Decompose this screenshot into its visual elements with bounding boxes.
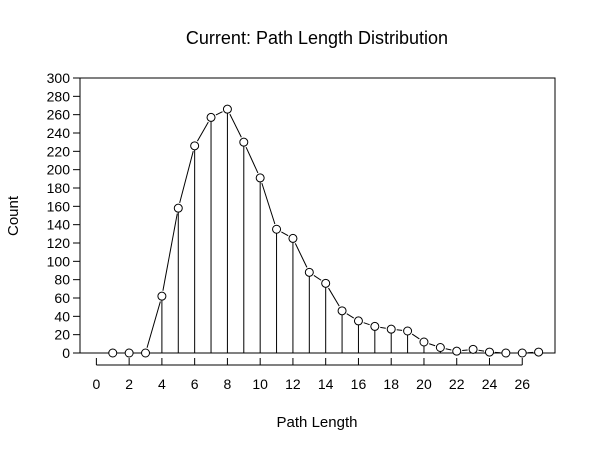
y-tick-label: 220: [47, 143, 71, 159]
connector-segment: [397, 330, 402, 331]
data-point: [240, 138, 248, 146]
data-point: [387, 325, 395, 333]
data-point: [223, 105, 231, 113]
connector-segment: [216, 112, 223, 115]
connector-segment: [180, 151, 194, 203]
chart-title: Current: Path Length Distribution: [186, 28, 448, 48]
connector-segment: [163, 214, 177, 291]
y-tick-label: 100: [47, 253, 71, 269]
data-point: [371, 322, 379, 330]
connector-segment: [246, 147, 258, 173]
y-tick-label: 180: [47, 180, 71, 196]
x-tick-label: 10: [252, 376, 268, 392]
x-tick-label: 0: [92, 376, 100, 392]
connector-segment: [281, 232, 288, 236]
data-point: [289, 234, 297, 242]
data-point: [502, 349, 510, 357]
data-point: [453, 347, 461, 355]
x-tick-label: 4: [158, 376, 166, 392]
x-tick-label: 2: [125, 376, 133, 392]
connector-segment: [230, 114, 241, 137]
data-point: [404, 327, 412, 335]
y-tick-label: 200: [47, 162, 71, 178]
connector-segment: [479, 350, 485, 351]
x-tick-label: 22: [449, 376, 465, 392]
data-point: [158, 292, 166, 300]
connector-segment: [314, 275, 321, 280]
x-tick-label: 14: [318, 376, 334, 392]
x-tick-label: 24: [482, 376, 498, 392]
connector-segment: [347, 314, 354, 318]
y-tick-label: 160: [47, 198, 71, 214]
connector-segment: [412, 334, 419, 339]
drop-lines: [162, 113, 539, 356]
data-point: [518, 349, 526, 357]
y-tick-label: 20: [54, 327, 70, 343]
x-tick-label: 8: [224, 376, 232, 392]
y-tick-label: 300: [47, 70, 71, 86]
data-point: [354, 317, 362, 325]
connector-segment: [197, 122, 208, 141]
connector-segment: [446, 349, 452, 350]
data-point: [469, 345, 477, 353]
connector-segment: [262, 183, 275, 224]
data-point: [273, 225, 281, 233]
data-point: [436, 344, 444, 352]
data-point: [535, 348, 543, 356]
data-point: [174, 204, 182, 212]
connector-segment: [329, 288, 340, 306]
y-tick-label: 240: [47, 125, 71, 141]
data-point: [305, 268, 313, 276]
x-tick-label: 26: [514, 376, 530, 392]
data-point: [256, 174, 264, 182]
x-axis-title: Path Length: [277, 414, 358, 431]
data-point: [125, 349, 133, 357]
connector-segment: [429, 344, 435, 346]
connector-segment: [295, 243, 307, 267]
x-tick-label: 12: [285, 376, 301, 392]
data-point: [322, 279, 330, 287]
data-point: [207, 113, 215, 121]
x-tick-label: 18: [383, 376, 399, 392]
connector-segment: [462, 350, 467, 351]
plot-frame: [80, 78, 555, 353]
y-axis: 0 20 40 60 80 100 120 140 160 180 200 220 240 260 280 3…: [47, 70, 80, 361]
x-tick-label: 6: [191, 376, 199, 392]
data-point: [109, 349, 117, 357]
y-tick-label: 40: [54, 308, 70, 324]
data-point: [142, 349, 150, 357]
y-axis-title: Count: [5, 195, 22, 236]
connector-segment: [364, 323, 370, 325]
connector-segment: [380, 327, 386, 328]
y-tick-label: 80: [54, 272, 70, 288]
data-point: [420, 338, 428, 346]
y-tick-label: 60: [54, 290, 70, 306]
x-tick-label: 20: [416, 376, 432, 392]
y-tick-label: 120: [47, 235, 71, 251]
y-tick-label: 0: [62, 345, 70, 361]
connector-segment: [147, 301, 160, 347]
y-tick-label: 280: [47, 88, 71, 104]
data-point: [191, 142, 199, 150]
y-tick-label: 260: [47, 107, 71, 123]
data-point: [338, 307, 346, 315]
x-tick-label: 16: [351, 376, 367, 392]
data-point: [485, 348, 493, 356]
y-tick-label: 140: [47, 217, 71, 233]
